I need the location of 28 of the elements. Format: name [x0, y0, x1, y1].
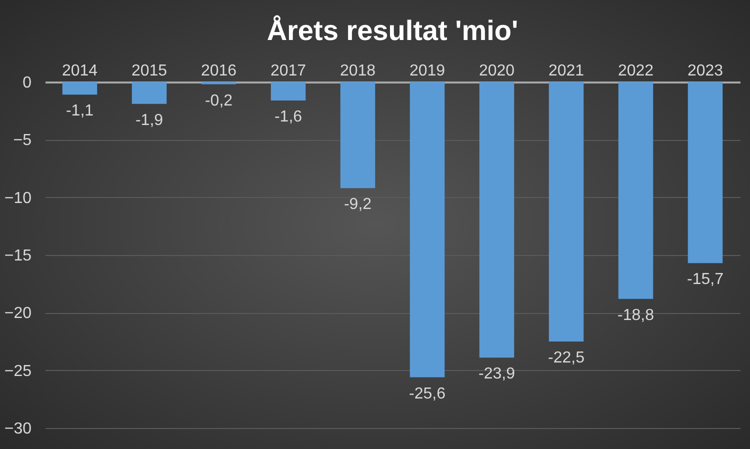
- data-label: -22,5: [548, 350, 585, 366]
- data-label: -1,6: [274, 108, 302, 126]
- x-tick-label: 2021: [548, 62, 584, 80]
- data-label: -0,2: [204, 92, 233, 110]
- data-label: -1,9: [135, 112, 164, 129]
- y-tick-label: −10: [4, 190, 32, 207]
- data-label: -18,8: [618, 306, 654, 324]
- x-tick-label: 2019: [409, 62, 446, 80]
- y-tick-label: −30: [4, 420, 32, 438]
- x-tick-label: 2014: [62, 62, 98, 80]
- x-tick-label: 2023: [687, 62, 724, 80]
- x-tick-label: 2022: [618, 62, 654, 80]
- y-tick-label: 0: [22, 74, 32, 92]
- y-tick-label: −25: [4, 362, 32, 380]
- x-tick-label: 2015: [131, 62, 168, 80]
- y-tick-label: −15: [4, 248, 32, 264]
- data-label: -1,1: [66, 102, 94, 120]
- x-tick-label: 2020: [478, 62, 515, 80]
- y-tick-label: −5: [13, 132, 32, 150]
- data-label: -25,6: [409, 385, 446, 402]
- data-label: -23,9: [478, 366, 516, 383]
- x-tick-label: 2016: [200, 62, 237, 80]
- x-tick-label: 2017: [270, 62, 306, 80]
- data-label: -15,7: [687, 271, 724, 288]
- data-label: -9,2: [344, 196, 372, 214]
- x-tick-label: 2018: [340, 62, 376, 80]
- y-tick-label: −20: [4, 305, 32, 322]
- chart-title: Årets resultat 'mio': [266, 15, 518, 46]
